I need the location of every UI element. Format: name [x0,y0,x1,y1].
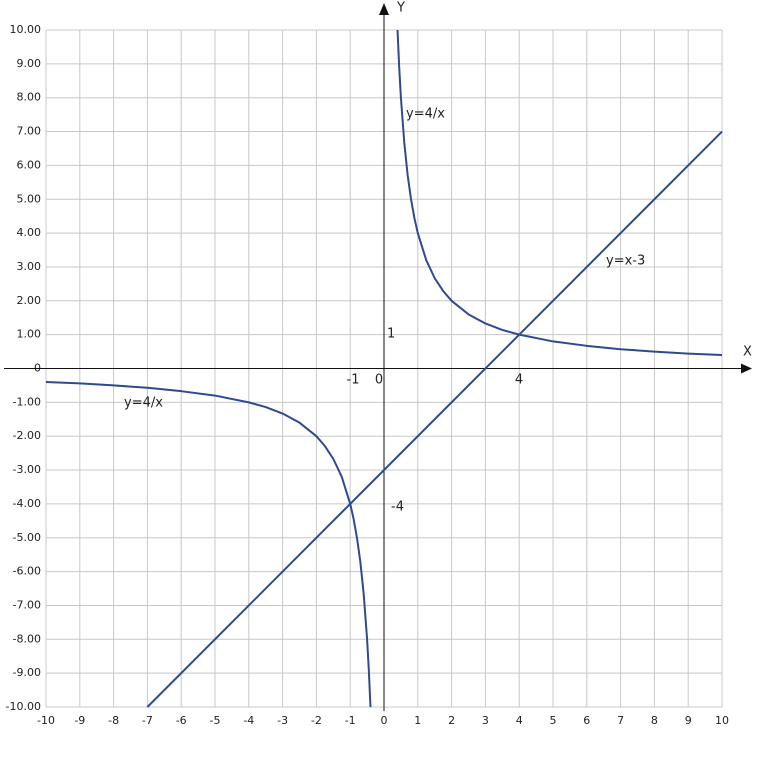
y-tick-label: 8.00 [17,91,42,104]
y-axis-arrow [379,3,389,15]
x-tick-label: -9 [74,714,85,727]
x-tick-label: 3 [482,714,489,727]
annotation: 1 [387,327,395,342]
y-tick-label: 5.00 [17,192,42,205]
y-tick-label: -8.00 [13,632,41,645]
y-tick-label: 7.00 [17,125,42,138]
x-tick-label: -3 [277,714,288,727]
x-tick-label: -2 [311,714,322,727]
annotation: y=4/x [124,396,163,411]
x-tick-label: -7 [142,714,153,727]
x-tick-label: -6 [176,714,187,727]
x-axis-label: X [743,345,752,360]
y-tick-label: -6.00 [13,565,41,578]
x-tick-label: -1 [345,714,356,727]
annotation: -4 [391,500,404,515]
x-tick-label: -4 [243,714,254,727]
y-tick-label: 10.00 [10,23,42,36]
x-tick-label: 6 [583,714,590,727]
y-axis-label: Y [396,1,405,16]
x-axis-arrow [741,363,752,374]
y-tick-label: 4.00 [17,226,42,239]
x-tick-label: 2 [448,714,455,727]
annotation: -1 [347,373,360,388]
y-tick-label: -2.00 [13,429,41,442]
y-tick-label: -1.00 [13,395,41,408]
x-tick-label: 4 [516,714,523,727]
x-tick-label: 9 [685,714,692,727]
x-tick-label: -8 [108,714,119,727]
y-tick-label: -3.00 [13,463,41,476]
x-tick-label: 8 [651,714,658,727]
y-tick-label: 1.00 [17,328,42,341]
y-tick-label: 2.00 [17,294,42,307]
y-tick-label: 3.00 [17,260,42,273]
annotation: y=x-3 [606,254,645,269]
x-tick-label: 7 [617,714,624,727]
x-tick-label: -10 [37,714,55,727]
annotation: 4 [515,373,523,388]
x-tick-label: 10 [715,714,729,727]
y-tick-label: -4.00 [13,497,41,510]
x-tick-label: 5 [550,714,557,727]
x-tick-label: 1 [414,714,421,727]
y-tick-label: 9.00 [17,57,42,70]
x-tick-label: 0 [381,714,388,727]
annotation: y=4/x [406,107,445,122]
y-tick-label: -7.00 [13,598,41,611]
y-tick-label: -5.00 [13,531,41,544]
x-tick-label: -5 [210,714,221,727]
annotation: 0 [375,373,383,388]
y-tick-label: -9.00 [13,666,41,679]
y-tick-label: -10.00 [6,700,41,713]
y-tick-label: 6.00 [17,158,42,171]
series-line [45,29,723,708]
series-line [146,130,723,708]
